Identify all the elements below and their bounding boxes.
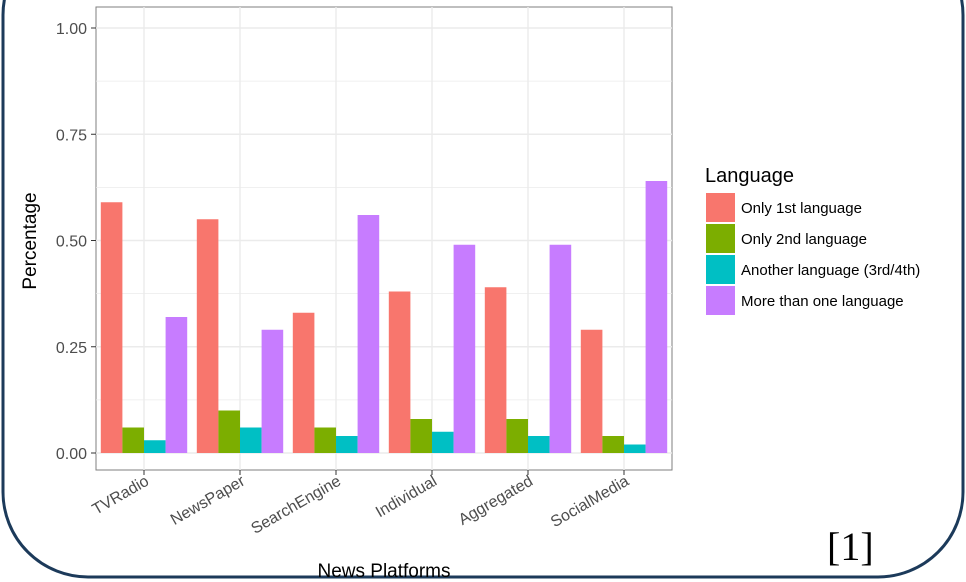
citation-marker: [1]: [827, 524, 874, 569]
x-tick-label: TVRadio: [90, 473, 152, 519]
x-tick-label: SearchEngine: [248, 473, 344, 538]
bar: [624, 444, 646, 453]
bar: [410, 419, 432, 453]
legend-swatch: [706, 255, 735, 284]
x-tick-label: Individual: [373, 473, 440, 522]
legend-title: Language: [705, 165, 794, 187]
bar: [196, 219, 219, 453]
x-tick-label: SocialMedia: [548, 473, 632, 531]
y-tick-label: 0.75: [56, 127, 87, 144]
legend-label: Another language (3rd/4th): [741, 262, 920, 279]
legend-items: Only 1st language Only 2nd language Anothe…: [706, 193, 920, 315]
x-axis-title: News Platforms: [317, 561, 450, 582]
bar: [314, 427, 336, 453]
legend-swatch: [706, 224, 735, 253]
bar: [144, 440, 166, 453]
x-axis-ticks: TVRadio NewsPaper SearchEngine Individual Ag…: [90, 470, 632, 538]
y-tick-label: 0.50: [56, 234, 87, 251]
legend-label: Only 1st language: [741, 200, 862, 217]
bar: [165, 317, 188, 453]
bars: [100, 181, 668, 453]
bar: [218, 410, 240, 453]
legend-label: More than one language: [741, 293, 904, 310]
y-tick-label: 0.25: [56, 340, 87, 357]
y-axis-ticks: 0.00 0.25 0.50 0.75 1.00: [56, 21, 96, 463]
bar: [357, 215, 380, 453]
y-axis-title: Percentage: [20, 192, 41, 289]
bar: [528, 436, 550, 453]
bar: [336, 436, 358, 453]
bar: [453, 244, 476, 453]
bar: [388, 291, 411, 453]
bar: [240, 427, 262, 453]
bar: [484, 287, 507, 453]
bar: [261, 329, 284, 453]
legend-swatch: [706, 286, 735, 315]
bar: [432, 431, 454, 453]
x-tick-label: Aggregated: [456, 473, 536, 529]
grid-lines: [96, 7, 672, 470]
bar: [506, 419, 528, 453]
bar: [580, 329, 603, 453]
bar: [549, 244, 572, 453]
bar: [292, 312, 315, 453]
legend-swatch: [706, 193, 735, 222]
plot-panel: [95, 6, 673, 471]
bar: [602, 436, 624, 453]
bar: [100, 202, 123, 453]
legend: Language Only 1st language Only 2nd langu…: [705, 165, 920, 315]
bar: [122, 427, 144, 453]
bar: [645, 181, 668, 453]
y-tick-label: 0.00: [56, 446, 87, 463]
y-tick-label: 1.00: [56, 21, 87, 38]
x-tick-label: NewsPaper: [168, 472, 249, 528]
legend-label: Only 2nd language: [741, 231, 867, 248]
